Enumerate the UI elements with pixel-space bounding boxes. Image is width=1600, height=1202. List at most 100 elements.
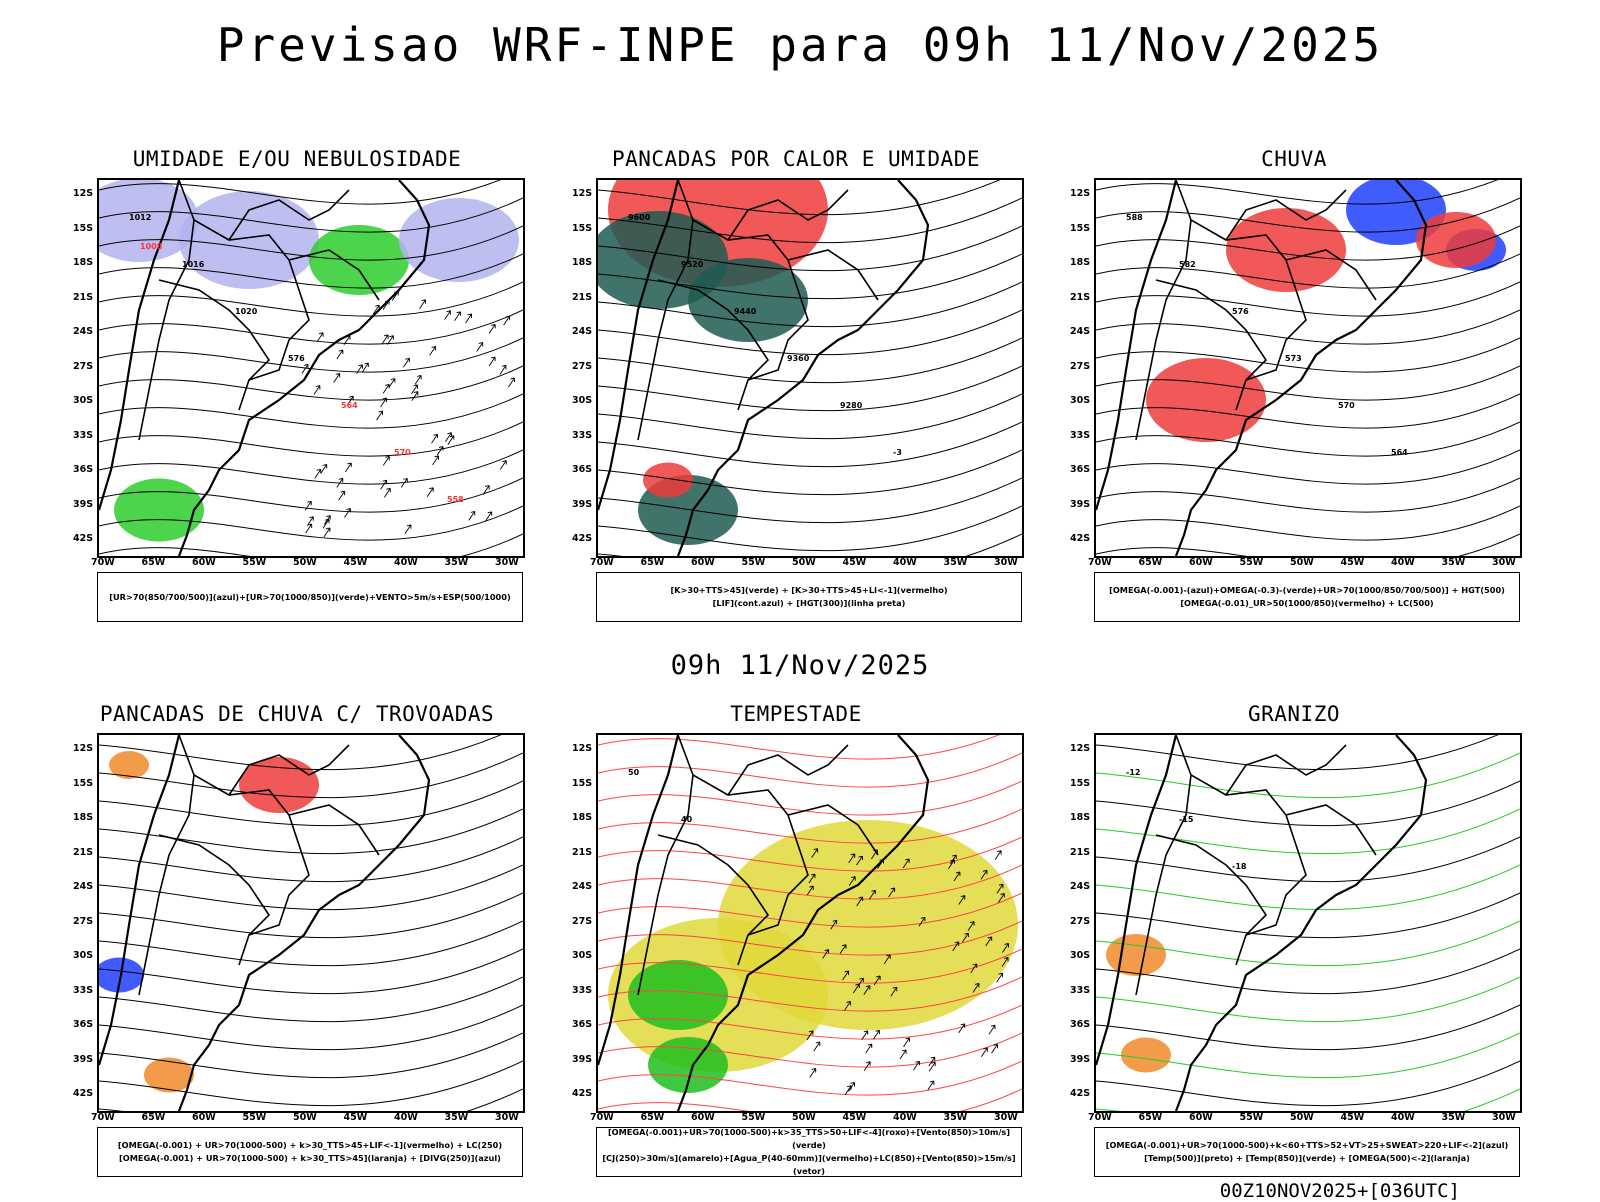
isoline [99,864,523,911]
isoline [99,197,523,233]
lon-tick-label: 50W [1290,557,1314,568]
panel-title: UMIDADE E/OU NEBULOSIDADE [132,147,462,171]
isoline [99,393,523,429]
isoline [598,180,1001,216]
field-shading [648,1037,728,1093]
lat-tick-label: 12S [73,188,94,199]
contour-label: 564 [1391,448,1408,457]
wind-vector [877,859,884,869]
wind-vector [958,1023,966,1034]
map-panel: 1012 1016 1020 576 564 570 558 1008 [97,178,525,558]
legend-line: [OMEGA(-0.001)-(azul)+OMEGA(-0.3)-(verde… [1109,585,1505,595]
isoline [99,309,523,345]
wind-vector [301,363,309,374]
isoline [99,808,523,855]
lat-tick-label: 42S [73,1088,94,1099]
lon-tick-label: 35W [444,557,469,568]
wind-vector [333,373,341,383]
lon-tick-label: 40W [893,1112,917,1123]
wind-vector [499,460,507,470]
map-panel [97,733,525,1113]
wind-vector [400,477,408,488]
isoline [1096,808,1520,855]
lat-tick-label: 27S [572,360,593,372]
wind-vector [485,511,493,522]
isoline [598,735,1001,760]
lat-tick-label: 36S [73,1019,94,1030]
wind-vector [953,871,961,882]
map-legend: [K>30+TTS>45](verde) + [K>30+TTS>45+LI<-… [596,572,1022,622]
wind-vector [967,921,975,931]
lon-tick-label: 55W [1239,557,1264,568]
lon-tick-label: 35W [1441,1112,1466,1123]
isoline [1096,1088,1520,1111]
contour-label: 576 [288,354,305,363]
lon-tick-label: 35W [943,557,968,568]
lon-tick-label: 35W [444,1112,469,1123]
wind-vector [899,1049,907,1060]
lat-tick-label: 21S [73,846,94,858]
wind-vector [928,1056,936,1067]
wind-vector [958,895,966,905]
wind-vector [304,500,312,511]
isoline [1096,337,1520,373]
lat-tick-label: 18S [572,812,593,823]
legend-line: [OMEGA(-0.001)+UR>70(1000-500)+k<60+TTS>… [1105,1140,1509,1150]
isoline [99,1088,523,1111]
isoline [598,1032,1022,1068]
wind-vector [383,487,391,498]
map-legend: [OMEGA(-0.001)+UR>70(1000-500)+k<60+TTS>… [1094,1127,1520,1177]
isoline [99,505,523,541]
wind-vector [883,954,891,965]
legend-line: [K>30+TTS>45](verde) + [K>30+TTS>45+LI<-… [670,585,948,595]
map-canvas: 588 582 576 573 570 564 [1096,180,1520,556]
main-title: Previsao WRF-INPE para 09h 11/Nov/2025 [216,18,1384,72]
wind-vector [343,335,351,346]
isoline [1096,780,1520,827]
wind-vector [863,1061,871,1071]
map-canvas: 50 40 [598,735,1022,1111]
isoline [598,281,1022,328]
isoline [99,752,523,799]
lat-tick-label: 18S [1070,257,1091,268]
isoline [598,1004,1022,1040]
wind-vector [985,936,993,947]
isoline [598,948,1022,984]
contour-label: 576 [1232,307,1249,316]
wind-vector [873,1029,880,1040]
wind-vector [927,1080,935,1091]
lon-tick-label: 40W [893,557,917,568]
lat-tick-label: 24S [73,881,94,892]
lat-tick-label: 30S [572,395,593,406]
lat-tick-label: 15S [1070,222,1091,234]
lat-tick-label: 39S [1070,1053,1091,1065]
lon-tick-label: 45W [343,557,368,568]
wind-vector [980,869,988,880]
field-shading [1106,934,1166,976]
field-shading [643,462,693,498]
isoline [99,1060,523,1107]
wind-vector [997,893,1005,903]
lon-tick-label: 55W [1239,1112,1264,1123]
isoline [99,225,523,261]
isoline [598,752,1022,788]
lat-tick-label: 33S [1070,429,1091,441]
wind-vector [903,1037,910,1048]
lon-tick-label: 70W [91,1112,115,1123]
lon-tick-label: 50W [293,557,317,568]
contour-label: 570 [1338,401,1355,410]
isoline [598,393,1022,440]
isoline [598,864,1022,900]
lon-tick-label: 65W [1138,557,1163,568]
lat-tick-label: 21S [1070,291,1091,303]
wind-vector [813,1041,821,1052]
wind-vector [809,1068,817,1078]
wind-vector [988,1024,996,1035]
wind-vector [1001,957,1009,967]
isoline [1096,421,1520,457]
lat-tick-label: 27S [73,915,94,927]
wind-vector [346,395,354,406]
wind-vector [848,853,856,864]
isoline [598,976,1022,1012]
forecast-time-label: 09h 11/Nov/2025 [670,650,930,681]
